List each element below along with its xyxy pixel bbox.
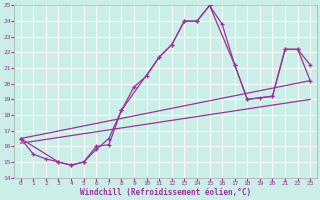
X-axis label: Windchill (Refroidissement éolien,°C): Windchill (Refroidissement éolien,°C) — [80, 188, 251, 197]
